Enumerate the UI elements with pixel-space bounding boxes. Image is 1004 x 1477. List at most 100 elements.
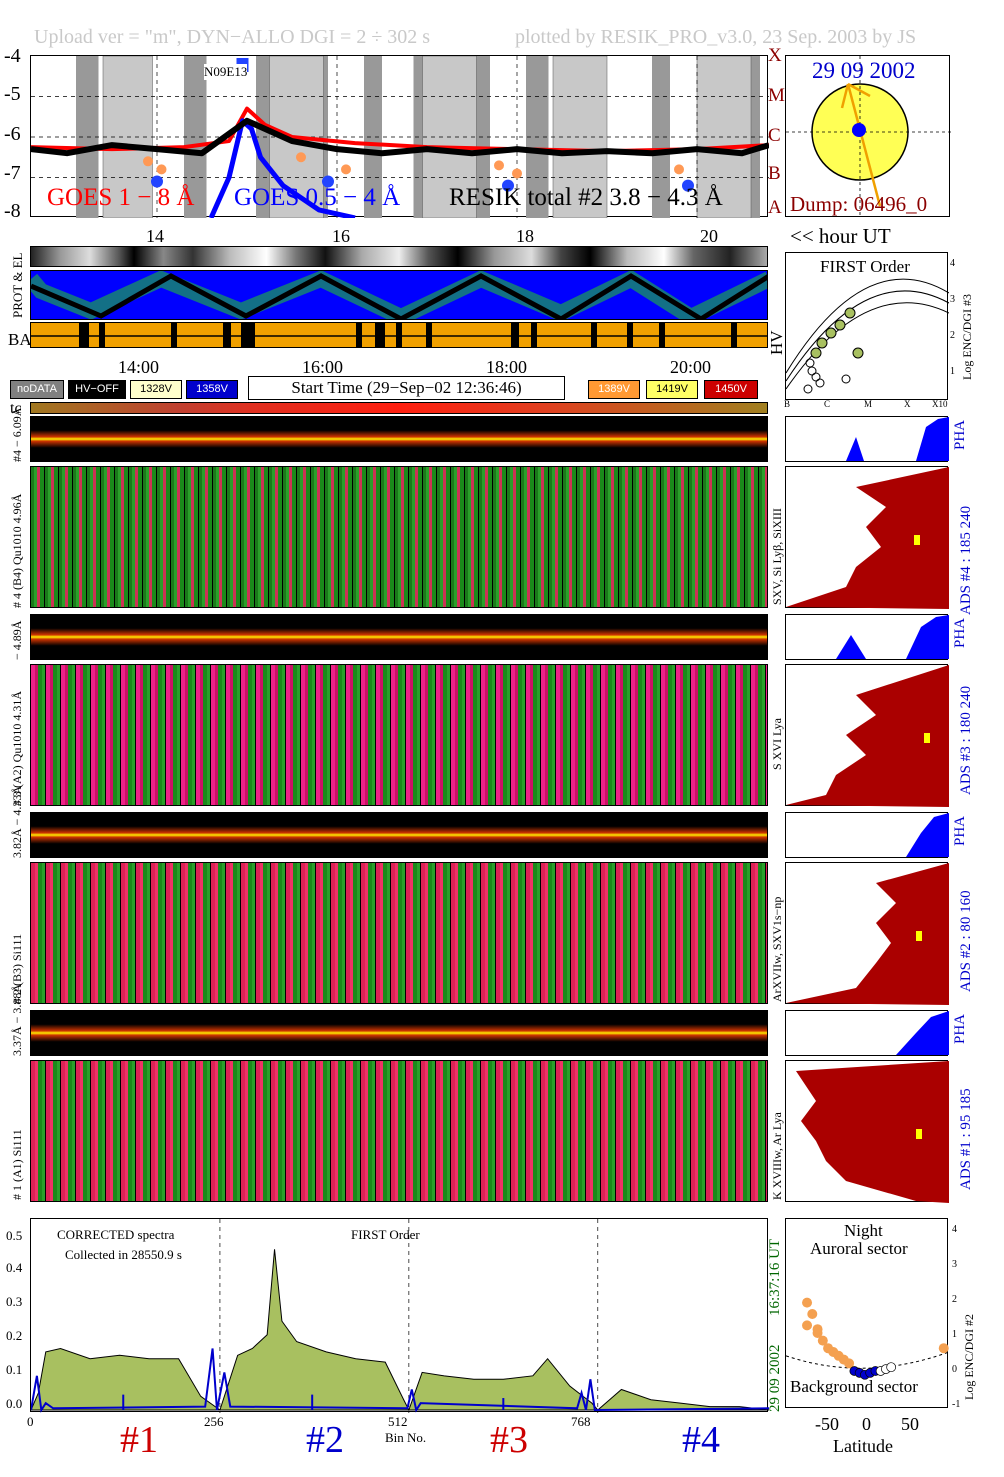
sun-panel: 29 09 2002 Dump: 06496_0 bbox=[785, 55, 951, 218]
prot-el-label: PROT & EL bbox=[10, 252, 25, 319]
pha-strip-ch1 bbox=[30, 1010, 768, 1056]
noaa-label: N09E13 bbox=[204, 64, 248, 80]
spec-x-tick: 512 bbox=[388, 1414, 408, 1429]
time-tick: 18:00 bbox=[486, 357, 528, 377]
goes-marker bbox=[296, 152, 306, 163]
legend-1328v: 1328V bbox=[130, 380, 182, 399]
tc-strip bbox=[30, 402, 768, 414]
ads-hist-ch3 bbox=[785, 664, 949, 807]
lat-y-tick: -1 bbox=[952, 1399, 961, 1410]
ads-hist-ch4 bbox=[785, 466, 949, 609]
legend-goes05: GOES 0.5 − 4 Å bbox=[234, 184, 401, 211]
ch1-pha-label: 3.37Å − 3.88Å bbox=[10, 983, 24, 1056]
lat-y-ticks: 4 3 2 1 0 -1 bbox=[952, 1212, 960, 1422]
spec-y-tick: 0.1 bbox=[6, 1362, 23, 1377]
spectrogram-ch2 bbox=[30, 862, 768, 1004]
legend-resik: RESIK total #2 3.8 − 4.3 Å bbox=[449, 184, 723, 211]
goes-x-tick: 16 bbox=[332, 226, 350, 246]
auroral-point bbox=[807, 1309, 818, 1319]
class-letter: X bbox=[768, 45, 782, 66]
goes-marker bbox=[143, 156, 153, 167]
spectrum-area bbox=[31, 1249, 769, 1412]
lat-fit-curve bbox=[786, 1351, 949, 1369]
ch2-ads-label: ADS #2 : 80 160 bbox=[958, 890, 974, 992]
channel-label-2: #2 bbox=[306, 1419, 344, 1461]
auroral-point bbox=[802, 1297, 813, 1308]
fo-x-tick: X10 bbox=[932, 399, 948, 409]
protection-strip bbox=[30, 270, 768, 320]
goes-x-ticks: 14 16 18 20 bbox=[30, 226, 768, 246]
auroral-point bbox=[844, 1358, 855, 1369]
first-order-y-ticks: 4 3 2 1 bbox=[950, 246, 955, 390]
time-tick: 16:00 bbox=[302, 357, 344, 377]
time-tick: 20:00 bbox=[670, 357, 712, 377]
fo-x-tick: C bbox=[824, 399, 831, 409]
auroral-point bbox=[938, 1343, 949, 1354]
spec-x-tick: 0 bbox=[27, 1414, 34, 1429]
lat-x-tick: -50 bbox=[815, 1414, 839, 1434]
latitude-chart bbox=[786, 1297, 949, 1380]
time-ticks: 14:00 16:00 18:00 20:00 bbox=[30, 357, 768, 379]
goes-y-tick: -4 bbox=[4, 45, 21, 67]
first-order-y-label: Log ENC/DGI #3 bbox=[960, 294, 974, 380]
auroral-point bbox=[802, 1320, 813, 1331]
spec-y-tick: 0.0 bbox=[6, 1396, 23, 1411]
spec-time-label: 16:37:16 UT bbox=[767, 1238, 783, 1316]
goes-marker bbox=[341, 164, 351, 175]
auroral-label: Auroral sector bbox=[810, 1239, 908, 1258]
spec-title: CORRECTED spectra bbox=[57, 1227, 175, 1242]
ch1-ads-label: ADS #1 : 95 185 bbox=[958, 1088, 974, 1190]
lat-x-label: Latitude bbox=[833, 1436, 893, 1456]
spec-x-tick: 768 bbox=[571, 1414, 591, 1429]
start-time-box: Start Time (29−Sep−02 12:36:46) bbox=[248, 376, 565, 400]
ch2-pha-label: 3.82Å − 4.33Å bbox=[10, 785, 24, 858]
sun-date: 29 09 2002 bbox=[812, 58, 916, 83]
active-region-spot bbox=[852, 123, 866, 137]
hv-label: HV bbox=[767, 330, 786, 355]
sun-axis-line bbox=[846, 83, 882, 207]
pha-hist-ch3 bbox=[785, 614, 949, 660]
background-point bbox=[886, 1362, 897, 1373]
class-letter: B bbox=[768, 163, 781, 184]
ch3-ads-label: ADS #3 : 180 240 bbox=[958, 685, 974, 795]
goes-x-tick: 14 bbox=[146, 226, 164, 246]
legend-1358v: 1358V bbox=[186, 380, 238, 399]
goes-y-tick: -7 bbox=[4, 162, 21, 184]
spec-date-label: 29 09 2002 bbox=[767, 1344, 783, 1413]
ch3-pha-title: PHA bbox=[952, 617, 968, 648]
goes-marker bbox=[674, 164, 684, 175]
legend-goes1: GOES 1 − 8 Å bbox=[47, 184, 195, 211]
ch2-pha-title: PHA bbox=[952, 815, 968, 846]
spec-y-tick: 0.3 bbox=[6, 1294, 23, 1309]
hour-ut-label: << hour UT bbox=[790, 224, 891, 248]
goes-marker bbox=[512, 168, 522, 179]
channel-label-4: #4 bbox=[682, 1419, 720, 1461]
pha-strip-ch2 bbox=[30, 812, 768, 858]
spec-x-tick: 256 bbox=[204, 1414, 224, 1429]
time-tick: 14:00 bbox=[118, 357, 160, 377]
lat-x-tick: 0 bbox=[862, 1414, 871, 1434]
ba-bars bbox=[31, 323, 767, 347]
header-left: Upload ver = "m", DYN−ALLO DGI = 2 ÷ 302… bbox=[34, 26, 431, 48]
fo-y-tick: 4 bbox=[950, 258, 955, 269]
spec-y-tick: 0.4 bbox=[6, 1260, 23, 1275]
auroral-point bbox=[812, 1324, 823, 1335]
first-order-panel: FIRST Order B C M X X10 bbox=[784, 252, 949, 409]
ch4-ads-label: ADS #4 : 185 240 bbox=[958, 505, 974, 615]
lat-y-tick: 3 bbox=[952, 1259, 957, 1270]
ba-strip bbox=[30, 322, 768, 348]
legend-1389v: 1389V bbox=[588, 380, 640, 399]
goes-y-tick: -6 bbox=[4, 123, 21, 145]
grayscale-strip bbox=[30, 246, 768, 267]
goes-y-tick: -5 bbox=[4, 83, 21, 105]
spectrogram-ch3 bbox=[30, 664, 768, 806]
spec-collected: Collected in 28550.9 s bbox=[65, 1247, 182, 1262]
goes-x-tick: 18 bbox=[516, 226, 534, 246]
fo-y-tick: 3 bbox=[950, 294, 955, 305]
fo-x-tick: X bbox=[904, 399, 911, 409]
fo-y-tick: 1 bbox=[950, 366, 955, 377]
ch4-lines-label: SXV, Si Lyβ, SiXIII bbox=[770, 508, 784, 605]
channel-label-1: #1 bbox=[120, 1419, 158, 1461]
lat-y-tick: 1 bbox=[952, 1329, 957, 1340]
first-order-title: FIRST Order bbox=[820, 257, 910, 276]
